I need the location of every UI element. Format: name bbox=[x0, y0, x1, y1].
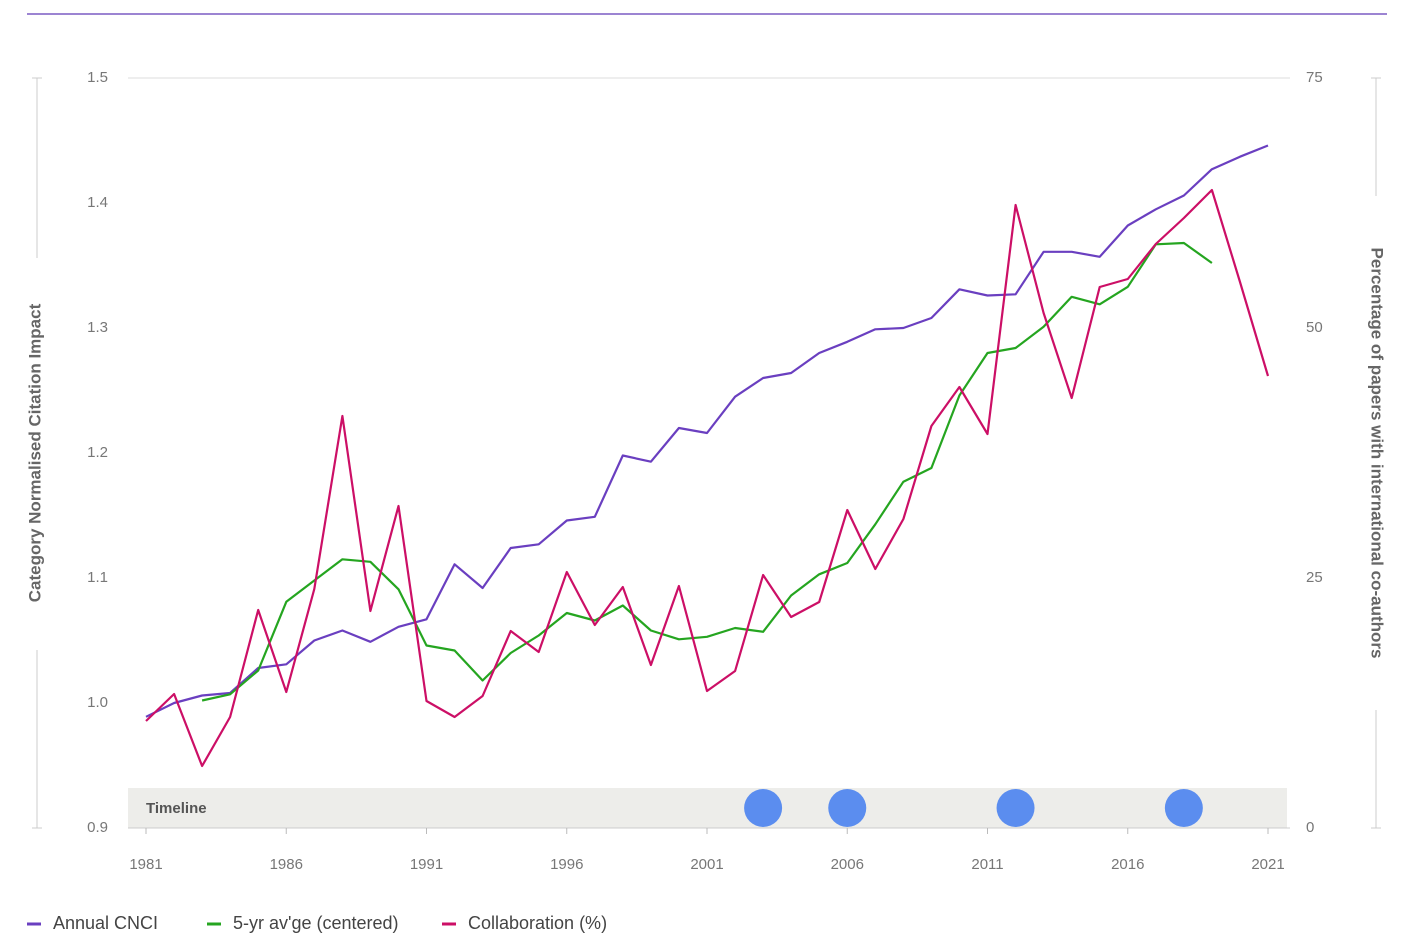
timeline-label: Timeline bbox=[146, 800, 207, 817]
x-tick-label: 2006 bbox=[831, 856, 864, 873]
timeline-event bbox=[1164, 789, 1203, 827]
x-tick-label: 2016 bbox=[1111, 856, 1144, 873]
timeline-event bbox=[996, 789, 1035, 827]
y-tick-label: 1.0 bbox=[87, 694, 108, 711]
legend-label: Collaboration (%) bbox=[468, 913, 607, 933]
series-line bbox=[145, 144, 1269, 718]
y-tick-label: 0.9 bbox=[87, 819, 108, 836]
y2-tick-label: 0 bbox=[1306, 819, 1314, 836]
x-tick-label: 2011 bbox=[971, 856, 1003, 873]
x-tick-label: 1981 bbox=[129, 856, 162, 873]
y2-tick-label: 50 bbox=[1306, 319, 1323, 336]
timeline-event bbox=[828, 789, 867, 827]
series-line bbox=[201, 241, 1213, 702]
y-tick-label: 1.2 bbox=[87, 444, 108, 461]
legend-label: 5-yr av'ge (centered) bbox=[233, 913, 399, 933]
y-tick-label: 1.4 bbox=[87, 194, 108, 211]
timeline-event bbox=[744, 789, 783, 827]
timeline-band bbox=[128, 788, 1287, 828]
legend-label: Annual CNCI bbox=[53, 913, 158, 933]
y2-tick-label: 25 bbox=[1306, 569, 1323, 586]
y-axis-title: Category Normalised Citation Impact bbox=[25, 303, 44, 602]
x-tick-label: 1996 bbox=[550, 856, 583, 873]
x-tick-label: 2001 bbox=[690, 856, 723, 873]
x-tick-label: 2021 bbox=[1251, 856, 1284, 873]
x-tick-label: 1991 bbox=[410, 856, 443, 873]
y-tick-label: 1.1 bbox=[87, 569, 108, 586]
series-line bbox=[145, 188, 1270, 768]
x-tick-label: 1986 bbox=[270, 856, 303, 873]
y-tick-label: 1.5 bbox=[87, 69, 108, 86]
y2-axis-title: Percentage of papers with international … bbox=[1368, 248, 1387, 659]
y-tick-label: 1.3 bbox=[87, 319, 108, 336]
axis-decor bbox=[32, 77, 1381, 829]
y2-tick-label: 75 bbox=[1306, 69, 1323, 86]
